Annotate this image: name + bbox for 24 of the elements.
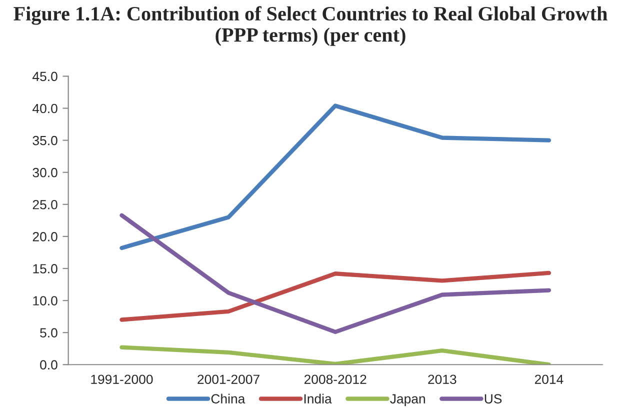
x-tick-label: 2008-2012 (304, 374, 366, 384)
legend-label: China (211, 394, 246, 404)
line-series (120, 213, 552, 334)
y-tick-label: 5.0 (40, 328, 58, 338)
legend-label: India (304, 394, 332, 404)
y-tick-label: 20.0 (32, 232, 58, 242)
x-tick-label: 2001-2007 (198, 374, 260, 384)
y-tick-label: 40.0 (32, 104, 58, 114)
y-tick-label: 10.0 (33, 296, 58, 306)
y-tick-label: 30.0 (32, 168, 58, 178)
y-tick-label: 0.0 (40, 360, 58, 370)
y-tick-label: 25.0 (32, 200, 58, 210)
y-tick-label: 15.0 (33, 264, 58, 274)
x-tick-label: 2013 (428, 374, 456, 384)
legend-label: US (484, 394, 502, 404)
chart-title: Figure 1.1A: Contribution of Select Countries to Real Global Growth (PPP terms) (per cent) (14, 6, 608, 46)
y-tick-label: 45.0 (32, 72, 58, 82)
y-tick-label: 35.0 (32, 136, 58, 146)
x-tick-label: 2014 (534, 374, 564, 384)
line-series (120, 270, 552, 322)
legend-label: Japan (390, 394, 425, 406)
line-series (120, 104, 552, 250)
x-tick-label: 1991-2000 (91, 374, 153, 384)
line-series (120, 345, 552, 365)
